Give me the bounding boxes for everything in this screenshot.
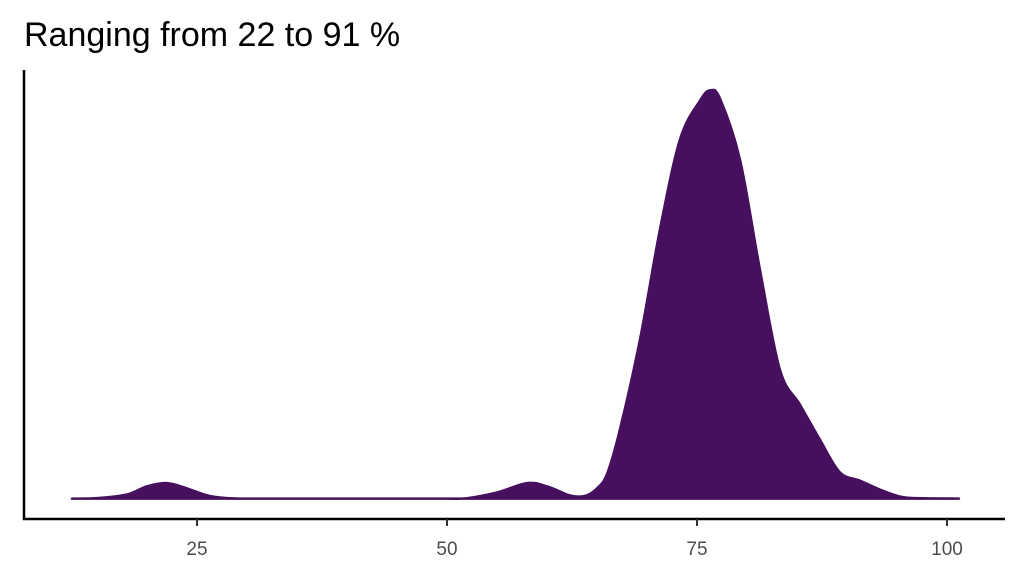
x-tick-label: 25 <box>186 539 207 560</box>
x-tick-label: 50 <box>436 539 457 560</box>
chart-title: Ranging from 22 to 91 % <box>24 16 400 54</box>
x-tick-label: 75 <box>686 539 707 560</box>
density-area <box>70 88 961 500</box>
x-tick-label: 100 <box>931 539 963 560</box>
